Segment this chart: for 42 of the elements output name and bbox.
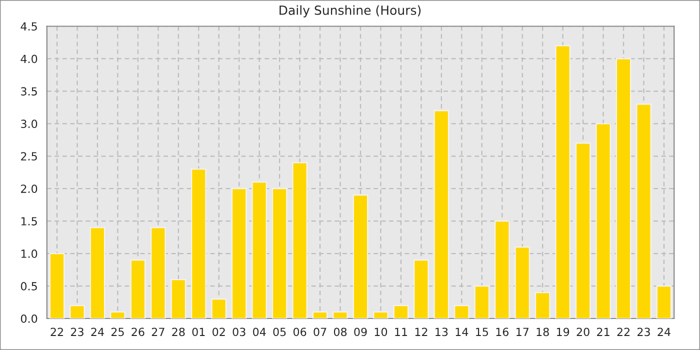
x-tick-label: 24	[91, 328, 104, 336]
x-tick-label: 01	[192, 328, 205, 336]
x-tick-label: 22	[50, 328, 63, 336]
x-tick-label: 04	[253, 328, 266, 336]
y-tick-label: 3.5	[21, 87, 37, 96]
x-tick-label: 17	[516, 328, 528, 336]
x-tick-label: 10	[374, 328, 388, 336]
x-tick-label: 25	[111, 328, 124, 336]
y-tick-label: 1.0	[21, 250, 38, 258]
x-tick-label: 03	[232, 328, 246, 336]
x-tick-label: 23	[70, 328, 84, 336]
x-tick-label: 13	[436, 328, 448, 336]
y-tick-label: 2.0	[21, 184, 38, 193]
x-tick-label: 19	[556, 328, 570, 336]
x-tick-label: 14	[456, 328, 468, 336]
y-tick-label: 0.0	[20, 314, 38, 323]
x-tick-label: 07	[314, 328, 326, 336]
x-tick-label: 11	[395, 328, 408, 336]
x-tick-label: 22	[617, 328, 630, 336]
y-tick-label: 0.5	[20, 282, 37, 290]
x-tick-label: 16	[496, 328, 508, 336]
x-tick-label: 21	[597, 328, 610, 336]
x-tick-label: 02	[212, 328, 225, 336]
y-tick-label: 4.0	[20, 54, 38, 64]
x-tick-label: 24	[658, 328, 670, 336]
x-tick-label: 08	[334, 328, 347, 336]
x-tick-label: 06	[293, 328, 306, 336]
x-tick-label: 27	[152, 328, 164, 336]
x-tick-label: 12	[415, 328, 428, 336]
x-tick-label: 18	[536, 328, 549, 336]
y-tick-label: 4.5	[20, 22, 37, 31]
x-tick-label: 20	[576, 328, 590, 336]
y-tick-label: 3.0	[21, 120, 38, 128]
y-tick-label: 2.5	[21, 152, 37, 161]
x-tick-label: 28	[172, 328, 185, 336]
y-tick-label: 1.5	[21, 217, 37, 226]
x-tick-label: 09	[354, 328, 367, 336]
x-tick-label: 26	[132, 328, 144, 336]
x-tick-label: 15	[476, 328, 488, 336]
chart-title: Daily Sunshine (Hours)	[280, 5, 421, 18]
x-tick-label: 23	[637, 328, 650, 336]
x-tick-label: 05	[273, 328, 286, 336]
